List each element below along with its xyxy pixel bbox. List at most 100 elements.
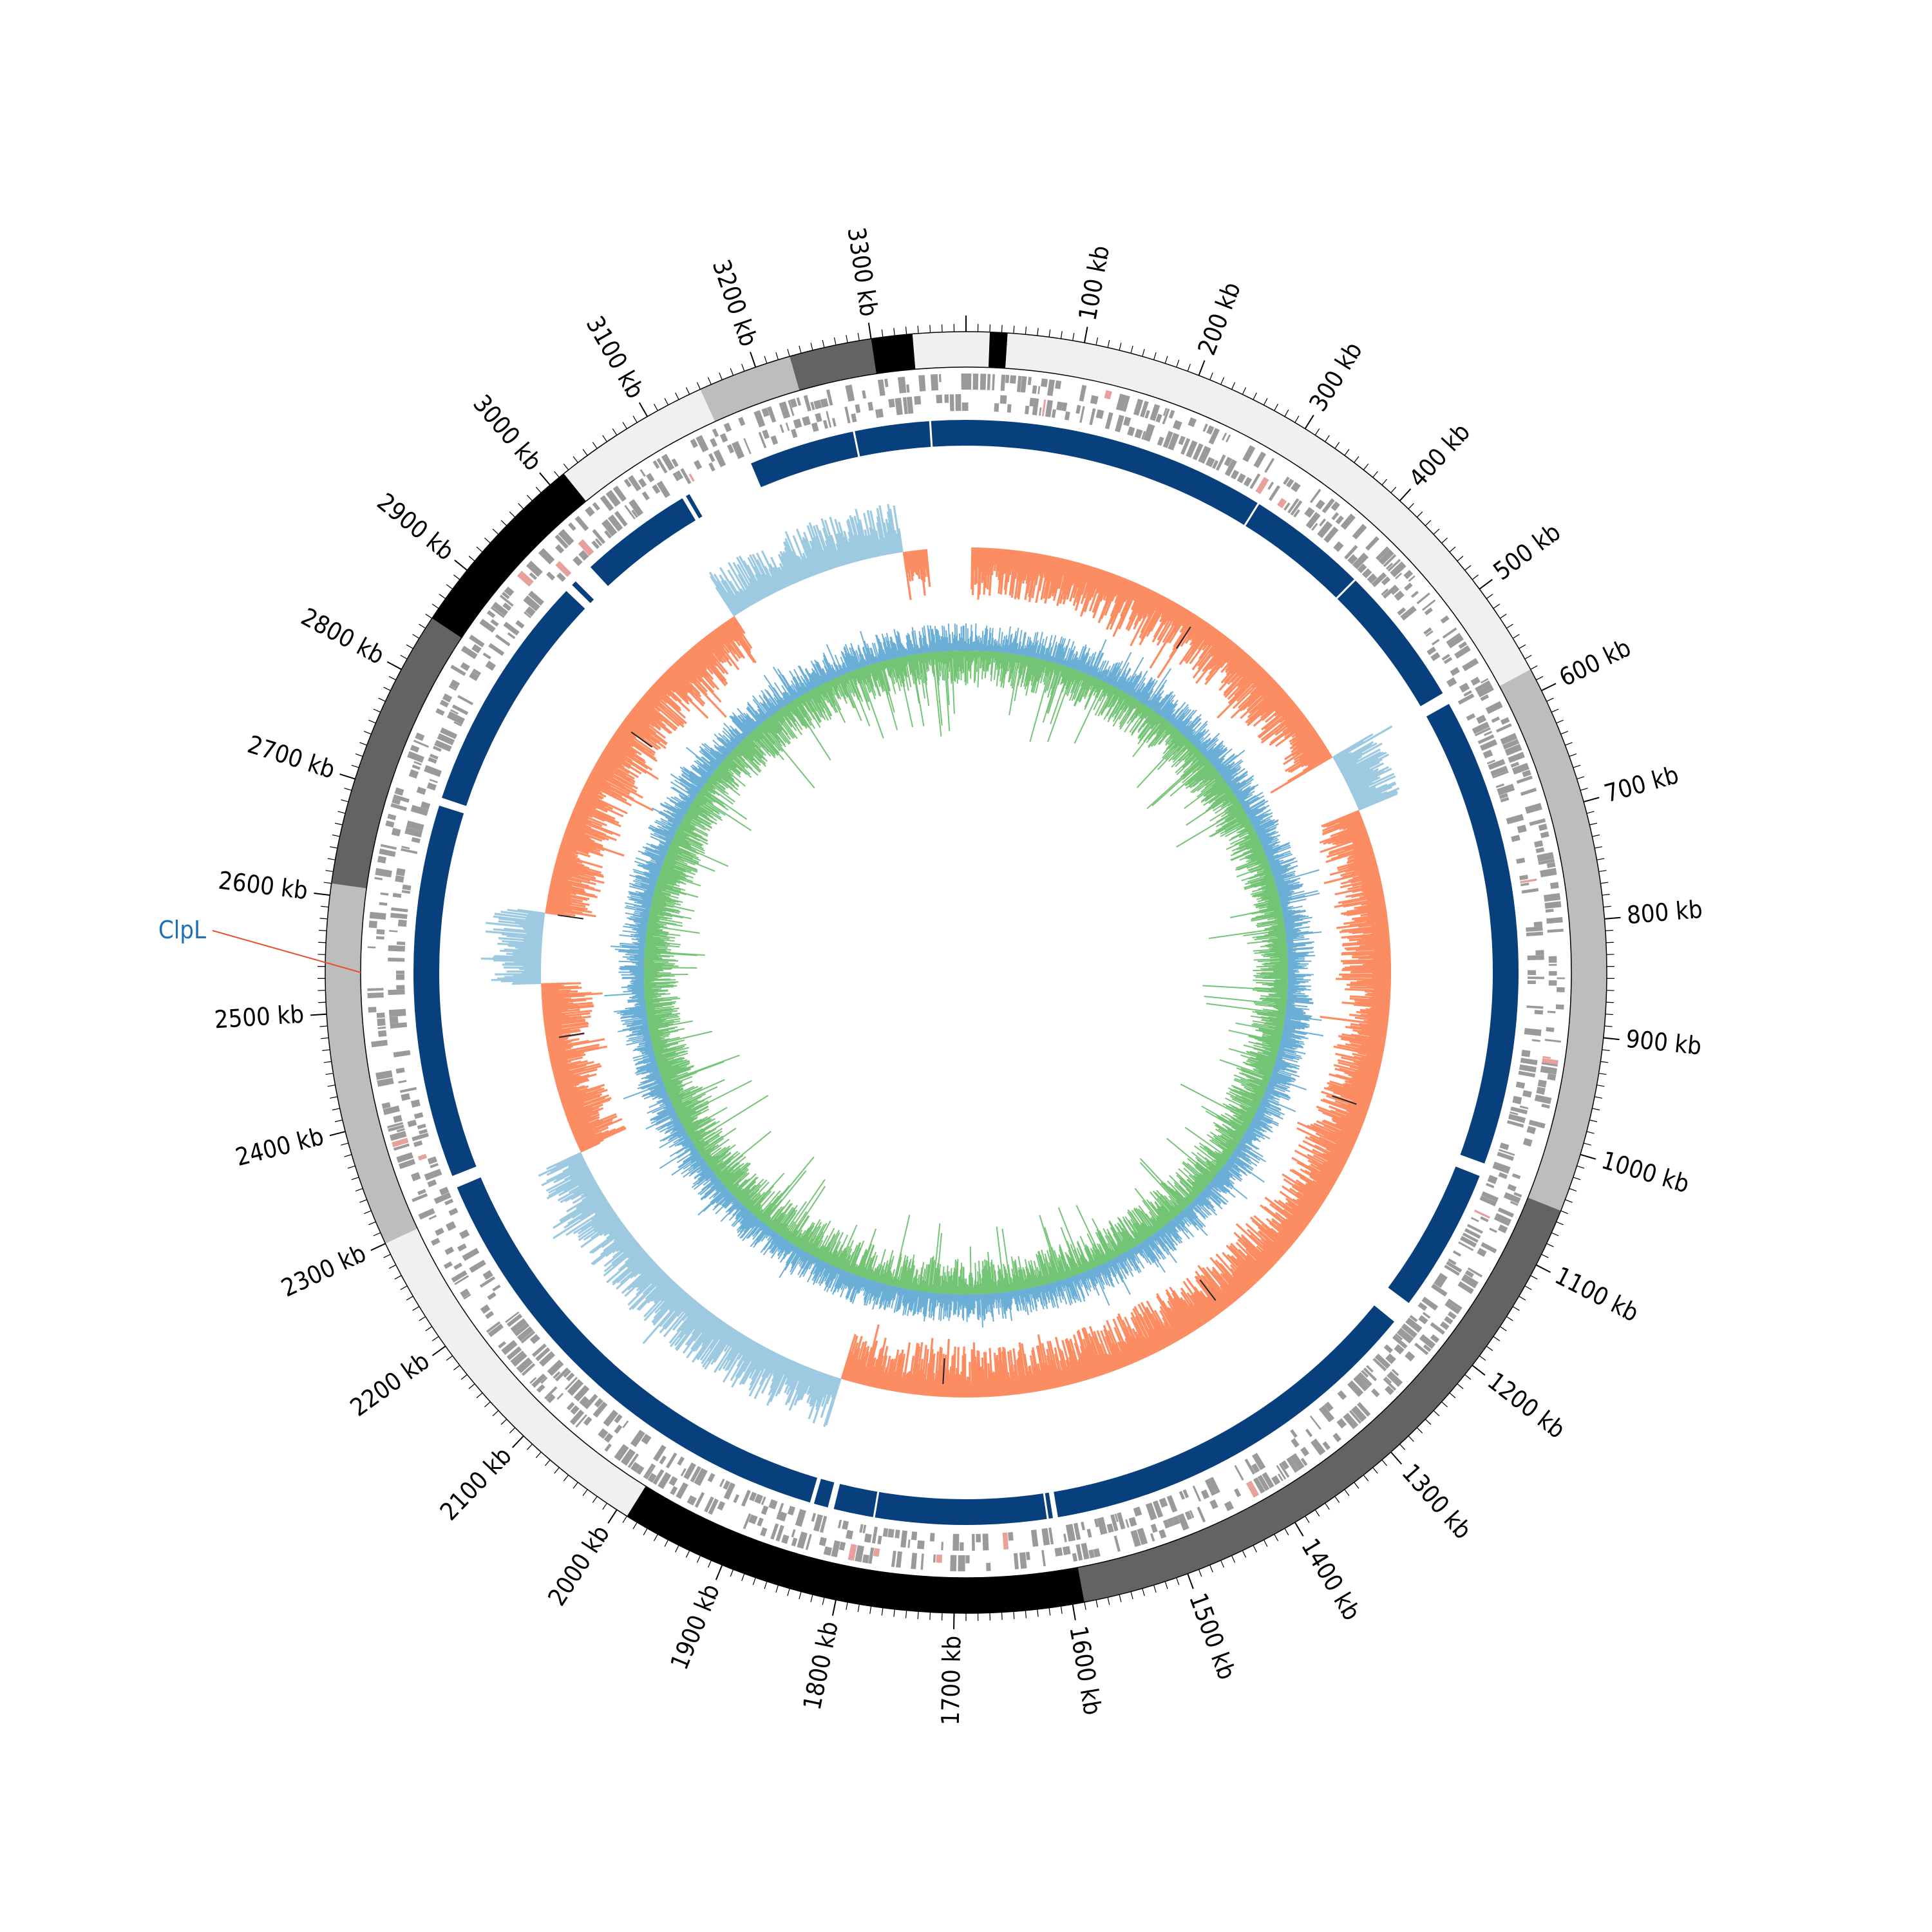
scale-tick <box>1530 665 1538 670</box>
skew-bar <box>679 656 722 703</box>
feature-block <box>435 1227 444 1236</box>
inner-bar-green <box>987 651 990 670</box>
inner-bar-blue <box>1233 778 1255 793</box>
skew-bar <box>1336 978 1391 981</box>
contig-segment <box>1077 1197 1561 1602</box>
scale-tick <box>1479 1355 1486 1361</box>
scale-tick <box>1153 352 1157 360</box>
scale-tick <box>1263 1539 1268 1547</box>
inner-bar-blue <box>1283 914 1303 920</box>
skew-bar <box>1195 1271 1226 1311</box>
scale-tick <box>1142 348 1145 357</box>
feature-block <box>986 1562 991 1571</box>
feature-block <box>1277 1473 1283 1482</box>
feature-block <box>1106 1523 1114 1533</box>
skew-bar <box>1035 554 1046 603</box>
feature-block <box>936 394 943 404</box>
skew-bar <box>1282 714 1305 734</box>
skew-bar <box>907 1356 915 1394</box>
skew-bar <box>591 1226 627 1254</box>
skew-bar <box>1085 566 1093 583</box>
scale-tick <box>1048 1607 1051 1616</box>
skew-bar <box>1271 1219 1297 1241</box>
inner-bar-green <box>1025 657 1032 681</box>
inner-histogram-ring <box>604 623 1324 1328</box>
inner-bar-green <box>1222 1123 1244 1137</box>
skew-bar <box>746 564 766 599</box>
feature-block <box>614 1444 629 1461</box>
skew-bar <box>1190 625 1213 655</box>
feature-block <box>1376 546 1390 561</box>
scale-tick <box>1372 1467 1378 1474</box>
skew-bar <box>1017 1358 1025 1394</box>
feature-block <box>395 1067 405 1074</box>
scale-tick <box>831 1600 837 1616</box>
skew-bar <box>1076 564 1086 588</box>
inner-bar-blue <box>1281 906 1287 909</box>
skew-bar <box>1333 1045 1383 1057</box>
feature-block <box>955 394 961 412</box>
skew-bar <box>1147 593 1161 618</box>
inner-bar-blue <box>1258 1105 1267 1111</box>
skew-bar <box>1277 1226 1296 1242</box>
skew-bar <box>684 652 708 678</box>
inner-bar-blue <box>1086 651 1097 675</box>
skew-bar <box>1340 865 1378 877</box>
skew-bar <box>632 707 661 731</box>
inner-bar-green <box>1148 722 1170 748</box>
skew-bar <box>982 547 987 582</box>
inner-bar-blue <box>1236 785 1255 799</box>
inner-bar-green <box>1267 944 1287 948</box>
feature-block <box>627 1453 639 1468</box>
inner-bar-blue <box>1282 907 1292 911</box>
inner-bar-green <box>1230 906 1282 918</box>
inner-bar-blue <box>1264 1094 1276 1100</box>
feature-block <box>375 936 384 940</box>
inner-bar-green <box>1258 871 1273 877</box>
skew-bar <box>1275 721 1310 747</box>
inner-bar-blue <box>1273 873 1282 878</box>
feature-block <box>1054 1547 1063 1557</box>
feature-block <box>554 534 569 549</box>
skew-bar <box>750 1346 766 1373</box>
skew-bar <box>548 1046 572 1054</box>
skew-bar <box>594 1202 611 1214</box>
inner-bar-green <box>1056 664 1060 676</box>
skew-bar <box>616 1256 652 1290</box>
scale-tick <box>1408 1435 1414 1442</box>
skew-bar <box>580 1208 614 1231</box>
inner-bar-blue <box>1248 1126 1263 1135</box>
inner-bar-green <box>1269 956 1288 959</box>
skew-bar <box>1114 1344 1126 1368</box>
feature-block <box>1531 1039 1540 1043</box>
feature-block <box>1090 395 1099 405</box>
skew-bar <box>1354 1016 1388 1023</box>
skew-bar <box>618 1237 636 1252</box>
inner-bar-green <box>1241 1124 1248 1130</box>
inner-bar-blue <box>1267 855 1274 859</box>
skew-bar <box>1083 568 1101 612</box>
inner-bar-green <box>1096 680 1103 693</box>
skew-bar <box>1289 724 1313 743</box>
skew-bar <box>556 858 590 869</box>
inner-bar-green <box>1117 691 1124 701</box>
skew-bar <box>1191 620 1206 642</box>
skew-bar <box>1289 1168 1330 1195</box>
skew-bar <box>708 632 726 654</box>
skew-bar <box>549 884 586 894</box>
feature-block <box>1291 482 1301 493</box>
inner-bar-green <box>1136 735 1186 788</box>
skew-bar <box>1367 896 1385 901</box>
skew-bar <box>669 1305 704 1348</box>
feature-block <box>1378 549 1394 565</box>
inner-bar-blue <box>1287 985 1312 987</box>
skew-bar <box>1291 723 1312 738</box>
inner-bar-blue <box>1055 638 1065 664</box>
scale-tick <box>364 730 372 735</box>
inner-bar-green <box>1244 837 1259 845</box>
inner-bar-green <box>1241 1095 1260 1106</box>
inner-bar-green <box>1165 729 1179 744</box>
inner-bar-blue <box>1146 699 1151 706</box>
skew-bar <box>1130 585 1144 611</box>
skew-bar <box>743 590 753 606</box>
